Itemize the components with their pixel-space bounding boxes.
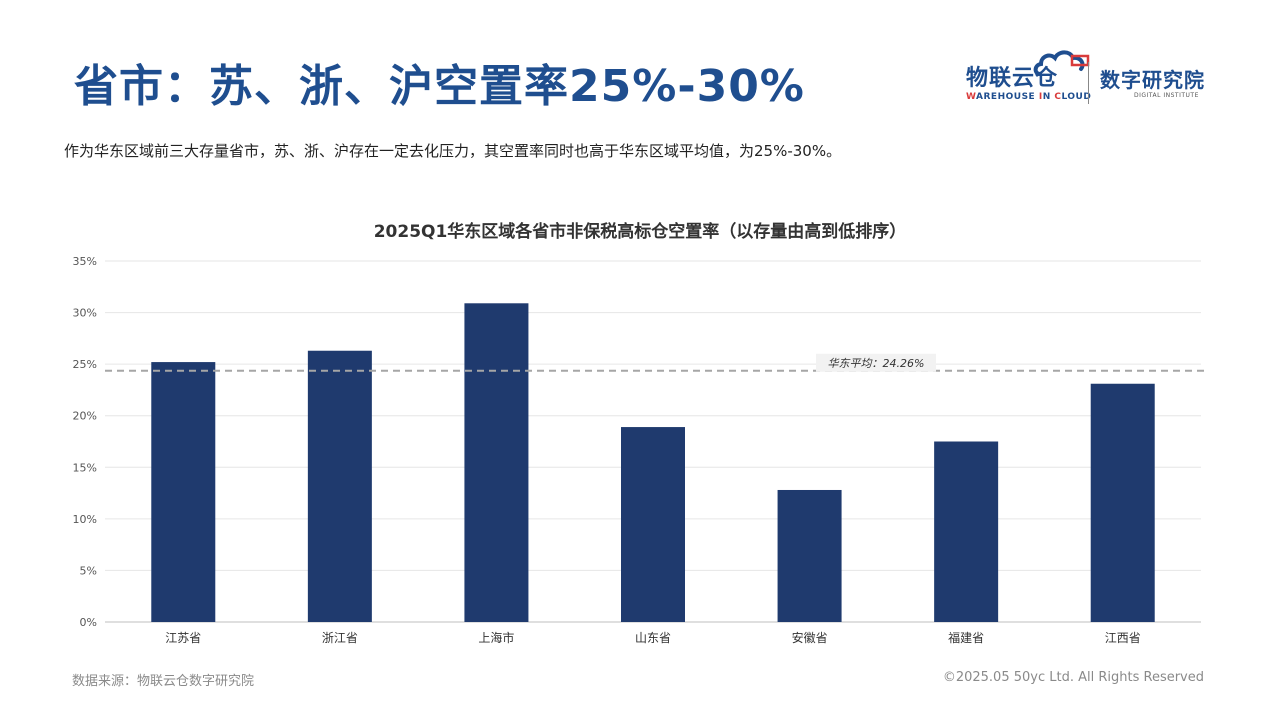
x-tick-label: 江苏省 (165, 631, 201, 645)
chart-title: 2025Q1华东区域各省市非保税高标仓空置率（以存量由高到低排序） (373, 222, 907, 242)
y-tick-label: 15% (73, 461, 97, 474)
logo-subtext: WAREHOUSE IN CLOUD (966, 92, 1092, 102)
bar (1090, 383, 1155, 622)
page-subtitle: 作为华东区域前三大存量省市，苏、浙、沪存在一定去化压力，其空置率同时也高于华东区… (64, 142, 842, 160)
y-tick-label: 20% (73, 410, 97, 423)
y-tick-label: 5% (80, 564, 97, 577)
x-tick-label: 上海市 (478, 630, 514, 645)
y-tick-label: 30% (73, 307, 97, 320)
institute-logo-subtext: DIGITAL INSTITUTE (1134, 92, 1199, 99)
average-label: 华东平均：24.26% (828, 357, 925, 370)
bar (307, 350, 372, 622)
bar (151, 362, 216, 622)
y-tick-label: 10% (73, 513, 97, 526)
institute-logo-text: 数字研究院 (1100, 68, 1205, 92)
bar (621, 427, 685, 622)
x-tick-label: 山东省 (635, 631, 671, 645)
x-tick-label: 安徽省 (792, 630, 828, 645)
brand-logo: 物联云仓 WAREHOUSE IN CLOUD 数字研究院 DIGITAL IN… (962, 48, 1222, 110)
footer-copyright: ©2025.05 50yc Ltd. All Rights Reserved (942, 670, 1204, 685)
bar (934, 441, 999, 622)
average-label-bg (816, 353, 936, 372)
logo-divider (1088, 62, 1089, 104)
x-tick-label: 浙江省 (322, 631, 358, 645)
logo-text: 物联云仓 (966, 66, 1059, 91)
y-tick-label: 35% (73, 255, 97, 268)
x-tick-label: 福建省 (948, 630, 984, 645)
bar (464, 303, 529, 622)
y-tick-label: 25% (73, 358, 97, 371)
page-title: 省市：苏、浙、沪空置率25%-30% (74, 61, 805, 112)
y-tick-label: 0% (80, 616, 97, 629)
bar (777, 489, 842, 622)
x-tick-label: 江西省 (1105, 631, 1141, 645)
footer-source: 数据来源：物联云仓数字研究院 (72, 674, 255, 689)
cloud-logo-icon (1033, 50, 1090, 76)
